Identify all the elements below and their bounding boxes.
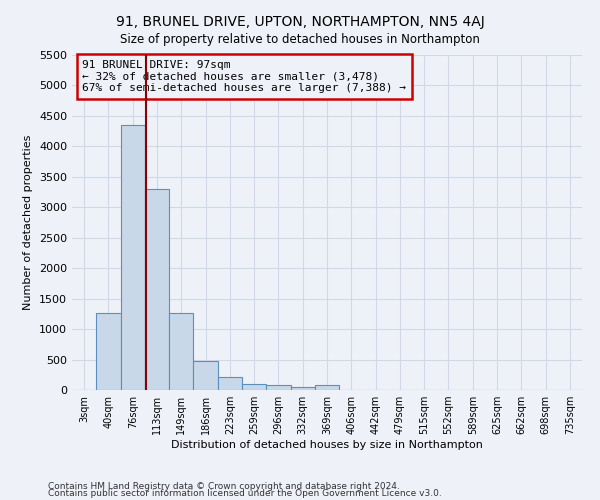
Bar — [121, 125, 145, 390]
X-axis label: Distribution of detached houses by size in Northampton: Distribution of detached houses by size … — [171, 440, 483, 450]
Bar — [218, 377, 242, 390]
Text: Size of property relative to detached houses in Northampton: Size of property relative to detached ho… — [120, 32, 480, 46]
Bar — [96, 312, 121, 390]
Bar — [315, 385, 339, 390]
Bar — [242, 384, 266, 390]
Bar — [290, 386, 315, 390]
Bar — [145, 189, 169, 390]
Text: Contains public sector information licensed under the Open Government Licence v3: Contains public sector information licen… — [48, 489, 442, 498]
Y-axis label: Number of detached properties: Number of detached properties — [23, 135, 34, 310]
Text: 91, BRUNEL DRIVE, UPTON, NORTHAMPTON, NN5 4AJ: 91, BRUNEL DRIVE, UPTON, NORTHAMPTON, NN… — [116, 15, 484, 29]
Text: 91 BRUNEL DRIVE: 97sqm
← 32% of detached houses are smaller (3,478)
67% of semi-: 91 BRUNEL DRIVE: 97sqm ← 32% of detached… — [82, 60, 406, 93]
Text: Contains HM Land Registry data © Crown copyright and database right 2024.: Contains HM Land Registry data © Crown c… — [48, 482, 400, 491]
Bar — [266, 385, 290, 390]
Bar — [193, 361, 218, 390]
Bar — [169, 312, 193, 390]
